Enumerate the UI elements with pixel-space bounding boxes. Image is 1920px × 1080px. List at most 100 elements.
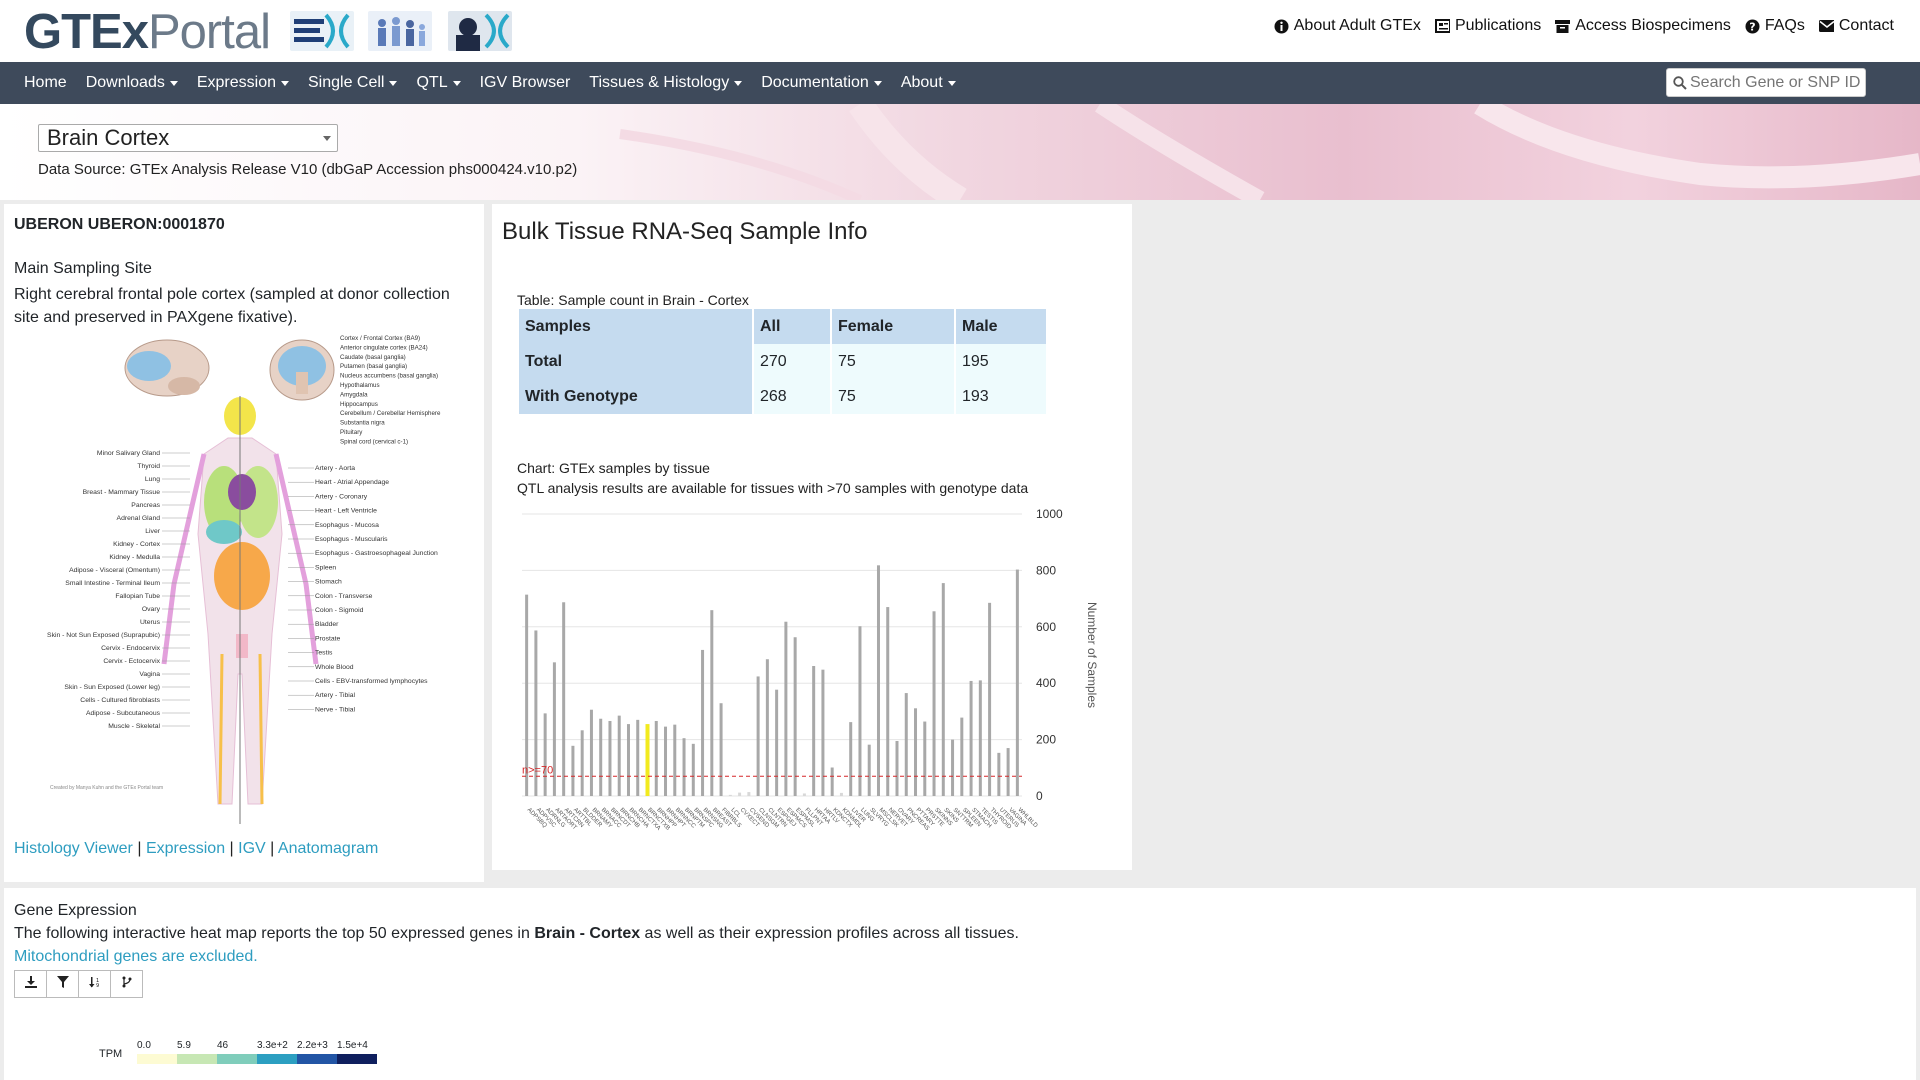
gtex-portal-logo[interactable]: GTExPortal [24, 4, 271, 60]
contact-link[interactable]: Contact [1818, 17, 1894, 35]
anatomogram-label[interactable]: Adipose - Visceral (Omentum) [69, 567, 160, 574]
chart-bar[interactable] [904, 693, 908, 796]
about-adult-gtex-link[interactable]: About Adult GTEx [1274, 17, 1421, 35]
anatomogram-label[interactable]: Skin - Not Sun Exposed (Suprapubic) [47, 632, 160, 639]
chart-bar[interactable] [886, 607, 890, 796]
histology-viewer-link[interactable]: Histology Viewer [14, 840, 133, 857]
chart-bar[interactable] [941, 583, 945, 796]
chart-bar[interactable] [876, 565, 880, 796]
anatomogram-label[interactable]: Prostate [315, 635, 341, 642]
nav-home[interactable]: Home [22, 74, 69, 92]
chart-bar[interactable] [960, 717, 964, 796]
chart-bar[interactable] [1006, 748, 1010, 796]
anatomogram-label[interactable]: Adipose - Subcutaneous [86, 710, 161, 717]
chart-bar[interactable] [645, 724, 650, 796]
chart-bar[interactable] [682, 738, 686, 796]
chart-bar[interactable] [738, 792, 742, 796]
filter-button[interactable] [46, 970, 79, 998]
chart-bar[interactable] [775, 689, 779, 796]
chart-bar[interactable] [867, 744, 871, 796]
chart-bar[interactable] [812, 665, 816, 796]
anatomogram-label[interactable]: Artery - Tibial [315, 692, 356, 699]
chart-bar[interactable] [747, 792, 751, 796]
anatomogram-label[interactable]: Amygdala [340, 391, 368, 398]
anatomogram-label[interactable]: Cervix - Endocervix [101, 645, 161, 652]
anatomogram-label[interactable]: Nerve - Tibial [315, 706, 356, 713]
nav-downloads[interactable]: Downloads [84, 74, 180, 92]
anatomogram-label[interactable]: Cerebellum / Cerebellar Hemisphere [340, 410, 441, 417]
chart-bar[interactable] [802, 793, 806, 796]
chart-bar[interactable] [691, 743, 695, 796]
anatomogram-label[interactable]: Cervix - Ectocervix [103, 658, 160, 665]
anatomogram-label[interactable]: Pancreas [131, 502, 160, 509]
anatomogram-label[interactable]: Esophagus - Muscularis [315, 536, 388, 543]
chart-bar[interactable] [562, 602, 566, 796]
anatomogram-label[interactable]: Adrenal Gland [117, 515, 161, 522]
nav-single-cell[interactable]: Single Cell [306, 74, 399, 92]
anatomogram-label[interactable]: Minor Salivary Gland [97, 450, 160, 457]
chart-bar[interactable] [756, 676, 760, 796]
chart-bar[interactable] [580, 730, 584, 796]
anatomogram-label[interactable]: Cells - Cultured fibroblasts [80, 697, 160, 704]
anatomogram-label[interactable]: Artery - Aorta [315, 465, 355, 472]
anatomogram-label[interactable]: Artery - Coronary [315, 493, 368, 500]
anatomogram-label[interactable]: Heart - Atrial Appendage [315, 479, 389, 486]
chart-bar[interactable] [626, 724, 630, 796]
tissue-select[interactable]: Brain Cortex [38, 124, 338, 152]
chart-bar[interactable] [571, 745, 575, 796]
anatomagram-link[interactable]: Anatomagram [277, 840, 379, 857]
anatomogram-label[interactable]: Muscle - Skeletal [108, 723, 160, 730]
chart-bar[interactable] [1015, 569, 1019, 796]
anatomogram-label[interactable]: Spinal cord (cervical c-1) [340, 438, 408, 445]
anatomogram-label[interactable]: Kidney - Medulla [109, 554, 160, 561]
chart-bar[interactable] [951, 739, 955, 796]
faqs-link[interactable]: ? FAQs [1745, 17, 1805, 35]
brain-coronal-illustration[interactable] [269, 339, 335, 401]
chart-bar[interactable] [793, 637, 797, 796]
nav-qtl[interactable]: QTL [414, 74, 462, 92]
anatomogram-label[interactable]: Stomach [315, 579, 342, 586]
chart-bar[interactable] [552, 662, 556, 796]
anatomogram-label[interactable]: Lung [145, 476, 160, 483]
anatomogram-label[interactable]: Liver [145, 528, 160, 535]
search-input[interactable] [1690, 73, 1865, 92]
chart-bar[interactable] [765, 659, 769, 796]
chart-bar[interactable] [654, 720, 658, 796]
chart-bar[interactable] [784, 621, 788, 796]
anatomogram-label[interactable]: Putamen (basal ganglia) [340, 363, 407, 370]
nav-tissues-histology[interactable]: Tissues & Histology [587, 74, 744, 92]
anatomogram-label[interactable]: Caudate (basal ganglia) [340, 354, 406, 361]
chart-bar[interactable] [997, 752, 1001, 796]
download-button[interactable] [14, 970, 47, 998]
publications-link[interactable]: Publications [1434, 17, 1541, 35]
anatomogram-label[interactable]: Kidney - Cortex [113, 541, 160, 548]
chart-bar[interactable] [923, 721, 927, 796]
chart-bar[interactable] [932, 611, 936, 796]
anatomogram-label[interactable]: Colon - Sigmoid [315, 607, 364, 614]
anatomogram-label[interactable]: Anterior cingulate cortex (BA24) [340, 344, 428, 351]
nav-igv-browser[interactable]: IGV Browser [478, 74, 573, 92]
expression-link[interactable]: Expression [145, 840, 226, 857]
anatomogram-label[interactable]: Breast - Mammary Tissue [83, 489, 161, 496]
anatomogram-label[interactable]: Hippocampus [340, 401, 378, 408]
anatomogram-label[interactable]: Esophagus - Mucosa [315, 522, 379, 529]
chart-bar[interactable] [728, 794, 732, 796]
access-biospecimens-link[interactable]: Access Biospecimens [1555, 17, 1731, 35]
anatomogram-label[interactable]: Colon - Transverse [315, 593, 373, 600]
chart-bar[interactable] [830, 767, 834, 796]
body-illustration[interactable] [161, 396, 319, 824]
anatomogram-label[interactable]: Spleen [315, 564, 336, 571]
anatomogram-label[interactable]: Whole Blood [315, 664, 354, 671]
chart-bar[interactable] [701, 649, 705, 796]
search-box[interactable] [1666, 68, 1866, 97]
chart-bar[interactable] [988, 602, 992, 796]
anatomogram-label[interactable]: Uterus [140, 619, 161, 626]
chart-bar[interactable] [914, 708, 918, 796]
nav-documentation[interactable]: Documentation [759, 74, 884, 92]
anatomogram-label[interactable]: Testis [315, 650, 333, 657]
anatomogram-label[interactable]: Bladder [315, 621, 339, 628]
chart-bar[interactable] [673, 724, 677, 796]
anatomogram[interactable]: Created by Manya Kuhn and the GTEx Porta… [14, 334, 474, 824]
